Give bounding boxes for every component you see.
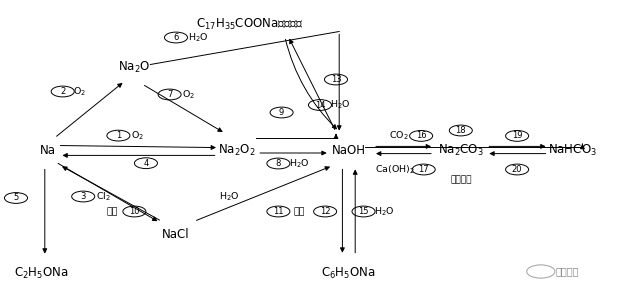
Text: 4: 4 <box>143 159 148 168</box>
Text: 12: 12 <box>320 207 330 216</box>
Text: H$_2$O: H$_2$O <box>188 31 209 44</box>
Text: 11: 11 <box>273 207 284 216</box>
Text: NaHCO$_3$: NaHCO$_3$ <box>548 142 597 158</box>
Text: 电解: 电解 <box>106 207 118 216</box>
Text: H$_2$O: H$_2$O <box>330 99 351 111</box>
Text: 16: 16 <box>416 131 426 140</box>
Text: 5: 5 <box>13 194 19 202</box>
Text: C$_{17}$H$_{35}$COONa（肥皋）: C$_{17}$H$_{35}$COONa（肥皋） <box>196 16 303 32</box>
Text: 高考化学: 高考化学 <box>556 266 579 277</box>
Text: C$_6$H$_5$ONa: C$_6$H$_5$ONa <box>321 266 376 280</box>
Text: （纯阮）: （纯阮） <box>450 176 472 184</box>
Text: 8: 8 <box>276 159 281 168</box>
Text: C$_2$H$_5$ONa: C$_2$H$_5$ONa <box>14 266 69 280</box>
Text: O$_2$: O$_2$ <box>131 129 144 142</box>
Text: Na: Na <box>40 143 56 157</box>
Text: H$_2$O: H$_2$O <box>374 205 394 218</box>
Text: 7: 7 <box>167 90 172 99</box>
Text: 2: 2 <box>60 87 65 96</box>
Text: H$_2$O: H$_2$O <box>289 157 310 170</box>
Text: 18: 18 <box>456 126 466 135</box>
Text: Na$_2$O: Na$_2$O <box>118 60 150 75</box>
Text: 3: 3 <box>81 192 86 201</box>
Text: NaOH: NaOH <box>332 143 366 157</box>
Text: 1: 1 <box>116 131 121 140</box>
Text: H$_2$O: H$_2$O <box>219 190 239 203</box>
Text: 电解: 电解 <box>294 207 305 216</box>
Text: 20: 20 <box>512 165 522 174</box>
Text: Cl$_2$: Cl$_2$ <box>96 190 111 203</box>
Text: 19: 19 <box>512 131 522 140</box>
Text: 9: 9 <box>279 108 284 117</box>
Text: Na$_2$O$_2$: Na$_2$O$_2$ <box>218 142 255 158</box>
Text: CO$_2$: CO$_2$ <box>390 130 409 142</box>
Text: 15: 15 <box>358 207 369 216</box>
Text: O$_2$: O$_2$ <box>182 88 195 101</box>
Text: O$_2$: O$_2$ <box>74 85 86 98</box>
Text: 10: 10 <box>129 207 140 216</box>
Text: NaCl: NaCl <box>162 227 190 241</box>
Text: 14: 14 <box>315 100 325 109</box>
Text: 6: 6 <box>173 33 179 42</box>
Text: 17: 17 <box>419 165 429 174</box>
Text: 13: 13 <box>331 75 341 84</box>
Text: Ca(OH)$_2$: Ca(OH)$_2$ <box>376 163 415 176</box>
Text: Na$_2$CO$_3$: Na$_2$CO$_3$ <box>438 142 484 158</box>
